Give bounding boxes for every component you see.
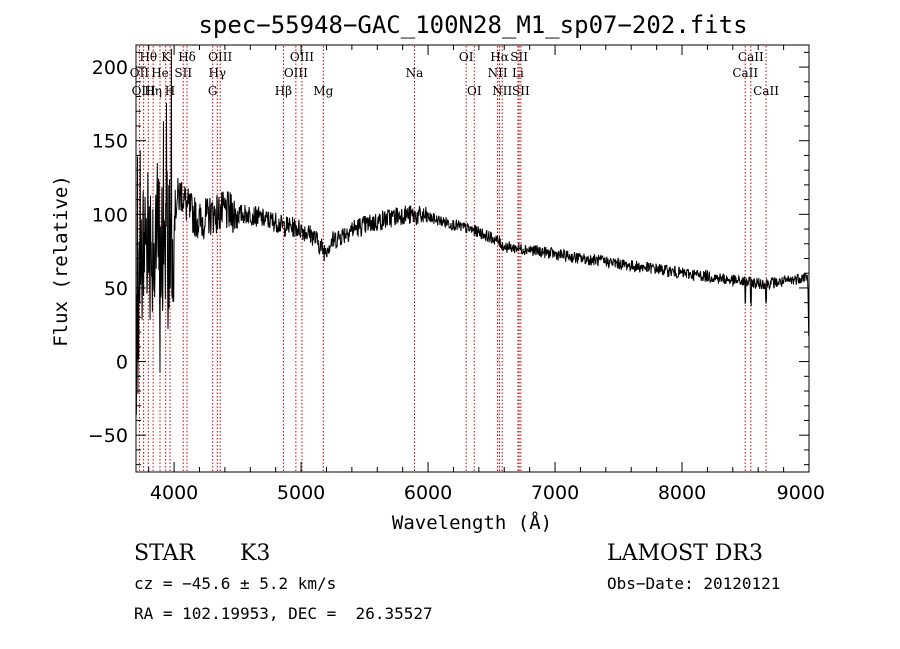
y-tick-label: −50 [88,425,128,447]
line-label-24: SII [512,84,530,98]
line-label-3: K [161,50,171,64]
line-label-25: CaII [738,50,764,64]
redshift-text: cz = −45.6 ± 5.2 km/s [134,574,336,593]
object-subclass: K3 [240,541,270,566]
line-label-8: H [165,84,175,98]
line-label-21: NII [492,84,512,98]
y-axis-label: Flux (relative) [50,175,72,347]
y-tick-label: 0 [116,352,128,374]
survey-label: LAMOST DR3 [607,541,763,566]
x-tick-labels: 4000 5000 6000 7000 8000 9000 [150,482,825,504]
x-tick-label: 7000 [531,482,579,504]
line-label-15: Mg [313,84,333,98]
line-label-10: Hγ [208,66,226,80]
line-label-22: SII [510,50,528,64]
line-label-0: Hθ [139,50,157,64]
y-tick-label: 50 [104,278,128,300]
line-label-23: Li [512,66,524,80]
spectral-line-markers [138,46,767,471]
object-class: STAR [134,541,196,566]
line-label-9: OIII [208,50,232,64]
y-tick-labels: −50 0 50 100 150 200 [88,57,128,447]
line-label-18: OI [467,84,482,98]
coordinates-text: RA = 102.19953, DEC = 26.35527 [134,604,433,623]
spectrum-line [135,48,810,415]
axis-ticks [136,45,810,472]
spectral-line-labels: Hθ OII OIII K He Hη Hδ SII H OIII Hγ G OIII OIII Hβ Mg N… [130,50,779,98]
y-tick-label: 200 [92,57,128,79]
line-label-16: Na [406,66,424,80]
line-label-6: Hδ [178,50,196,64]
x-tick-label: 4000 [150,482,198,504]
y-tick-label: 100 [92,204,128,226]
line-label-17: OI [459,50,474,64]
line-label-13: OIII [284,66,308,80]
chart-title: spec−55948−GAC_100N28_M1_sp07−202.fits [198,11,747,39]
line-label-27: CaII [753,84,779,98]
line-label-12: OIII [290,50,314,64]
line-label-20: NII [488,66,508,80]
x-tick-label: 6000 [404,482,452,504]
line-label-19: Hα [490,50,509,64]
line-label-14: Hβ [275,84,292,98]
x-tick-label: 5000 [277,482,325,504]
line-label-11: G [208,84,218,98]
line-label-2: OIII [132,84,156,98]
line-label-1: OII [130,66,150,80]
line-label-4: He [151,66,169,80]
x-tick-label: 9000 [777,482,825,504]
y-tick-label: 150 [92,131,128,153]
x-axis-label: Wavelength (Å) [392,511,552,534]
line-label-5: Hη [144,84,162,98]
x-tick-label: 8000 [658,482,706,504]
obs-date-text: Obs−Date: 20120121 [607,574,780,593]
line-label-7: SII [174,66,192,80]
line-label-26: CaII [732,66,758,80]
plot-frame [135,44,810,473]
